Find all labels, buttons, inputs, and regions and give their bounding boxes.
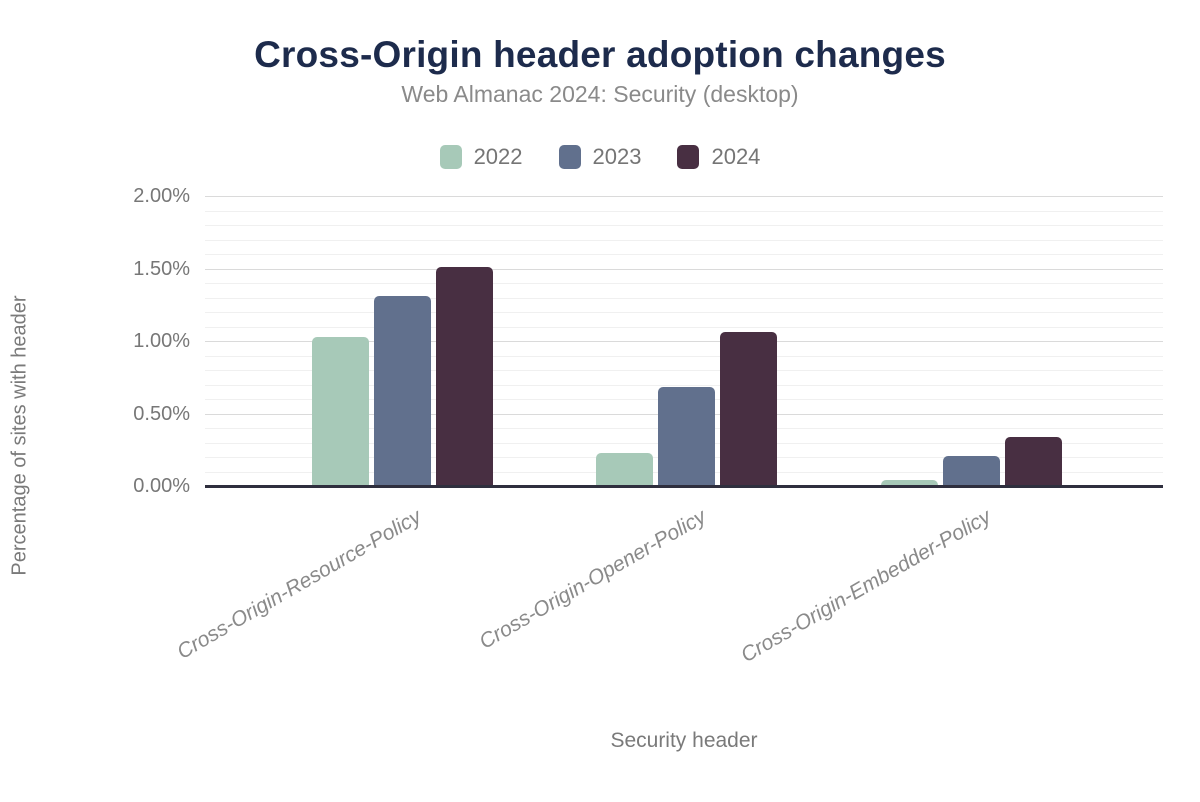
minor-gridline [205, 297, 1163, 299]
bar-group-3 [880, 190, 1062, 486]
legend-item-2024: 2024 [677, 144, 760, 170]
bar-2023-Cross-Origin-Opener-Policy [658, 387, 715, 486]
chart-subtitle: Web Almanac 2024: Security (desktop) [401, 81, 799, 107]
bar-2022-Cross-Origin-Embedder-Policy [880, 480, 938, 486]
y-tick-label: 0.50% [133, 402, 190, 425]
legend-label: 2023 [592, 144, 642, 169]
bar-group-1 [311, 190, 493, 486]
major-gridline [205, 268, 1163, 270]
minor-gridline [205, 370, 1163, 371]
bar-2024-Cross-Origin-Embedder-Policy [1004, 437, 1062, 486]
y-tick-label: 1.50% [133, 257, 190, 280]
minor-gridline [205, 210, 1163, 212]
x-axis-title: Security header [610, 729, 758, 752]
minor-gridline [205, 326, 1163, 328]
bar-2023-Cross-Origin-Embedder-Policy [942, 456, 1000, 486]
y-axis-title: Percentage of sites with header [8, 295, 31, 576]
bar-2024-Cross-Origin-Opener-Policy [720, 332, 777, 486]
y-tick-label: 1.00% [133, 330, 190, 352]
bar-group-2 [596, 190, 777, 486]
legend-swatch-2022 [439, 145, 462, 169]
minor-gridline [205, 239, 1163, 241]
minor-gridline [205, 254, 1163, 255]
y-tick-labels: 0.00% 0.50% 1.00% 1.50% 2.00% [0, 0, 190, 802]
minor-gridline [205, 355, 1163, 357]
x-axis-line [205, 485, 1163, 488]
legend-label: 2022 [473, 144, 523, 169]
minor-gridline [205, 384, 1163, 386]
legend: 2022 2023 2024 [0, 144, 1200, 170]
minor-gridline [205, 283, 1163, 284]
plot-area [205, 190, 1163, 488]
legend-item-2022: 2022 [439, 144, 523, 170]
y-tick-label: 0.00% [133, 475, 190, 497]
bar-2024-Cross-Origin-Resource-Policy [435, 267, 493, 486]
legend-item-2023: 2023 [558, 144, 642, 170]
legend-label: 2024 [711, 144, 761, 169]
chart-title: Cross-Origin header adoption changes [254, 34, 946, 75]
legend-swatch-2023 [558, 145, 581, 169]
x-category-label: Cross-Origin-Embedder-Policy [736, 505, 995, 668]
bar-2022-Cross-Origin-Opener-Policy [596, 453, 653, 486]
x-category-label: Cross-Origin-Resource-Policy [173, 505, 426, 664]
legend-swatch-2024 [677, 145, 700, 169]
minor-gridline [205, 225, 1163, 226]
major-gridline [205, 196, 1163, 197]
bar-2023-Cross-Origin-Resource-Policy [373, 296, 431, 486]
x-category-label: Cross-Origin-Opener-Policy [475, 505, 710, 654]
minor-gridline [205, 312, 1163, 313]
bar-2022-Cross-Origin-Resource-Policy [311, 337, 369, 486]
major-gridline [205, 341, 1163, 342]
y-tick-label: 2.00% [133, 185, 190, 207]
